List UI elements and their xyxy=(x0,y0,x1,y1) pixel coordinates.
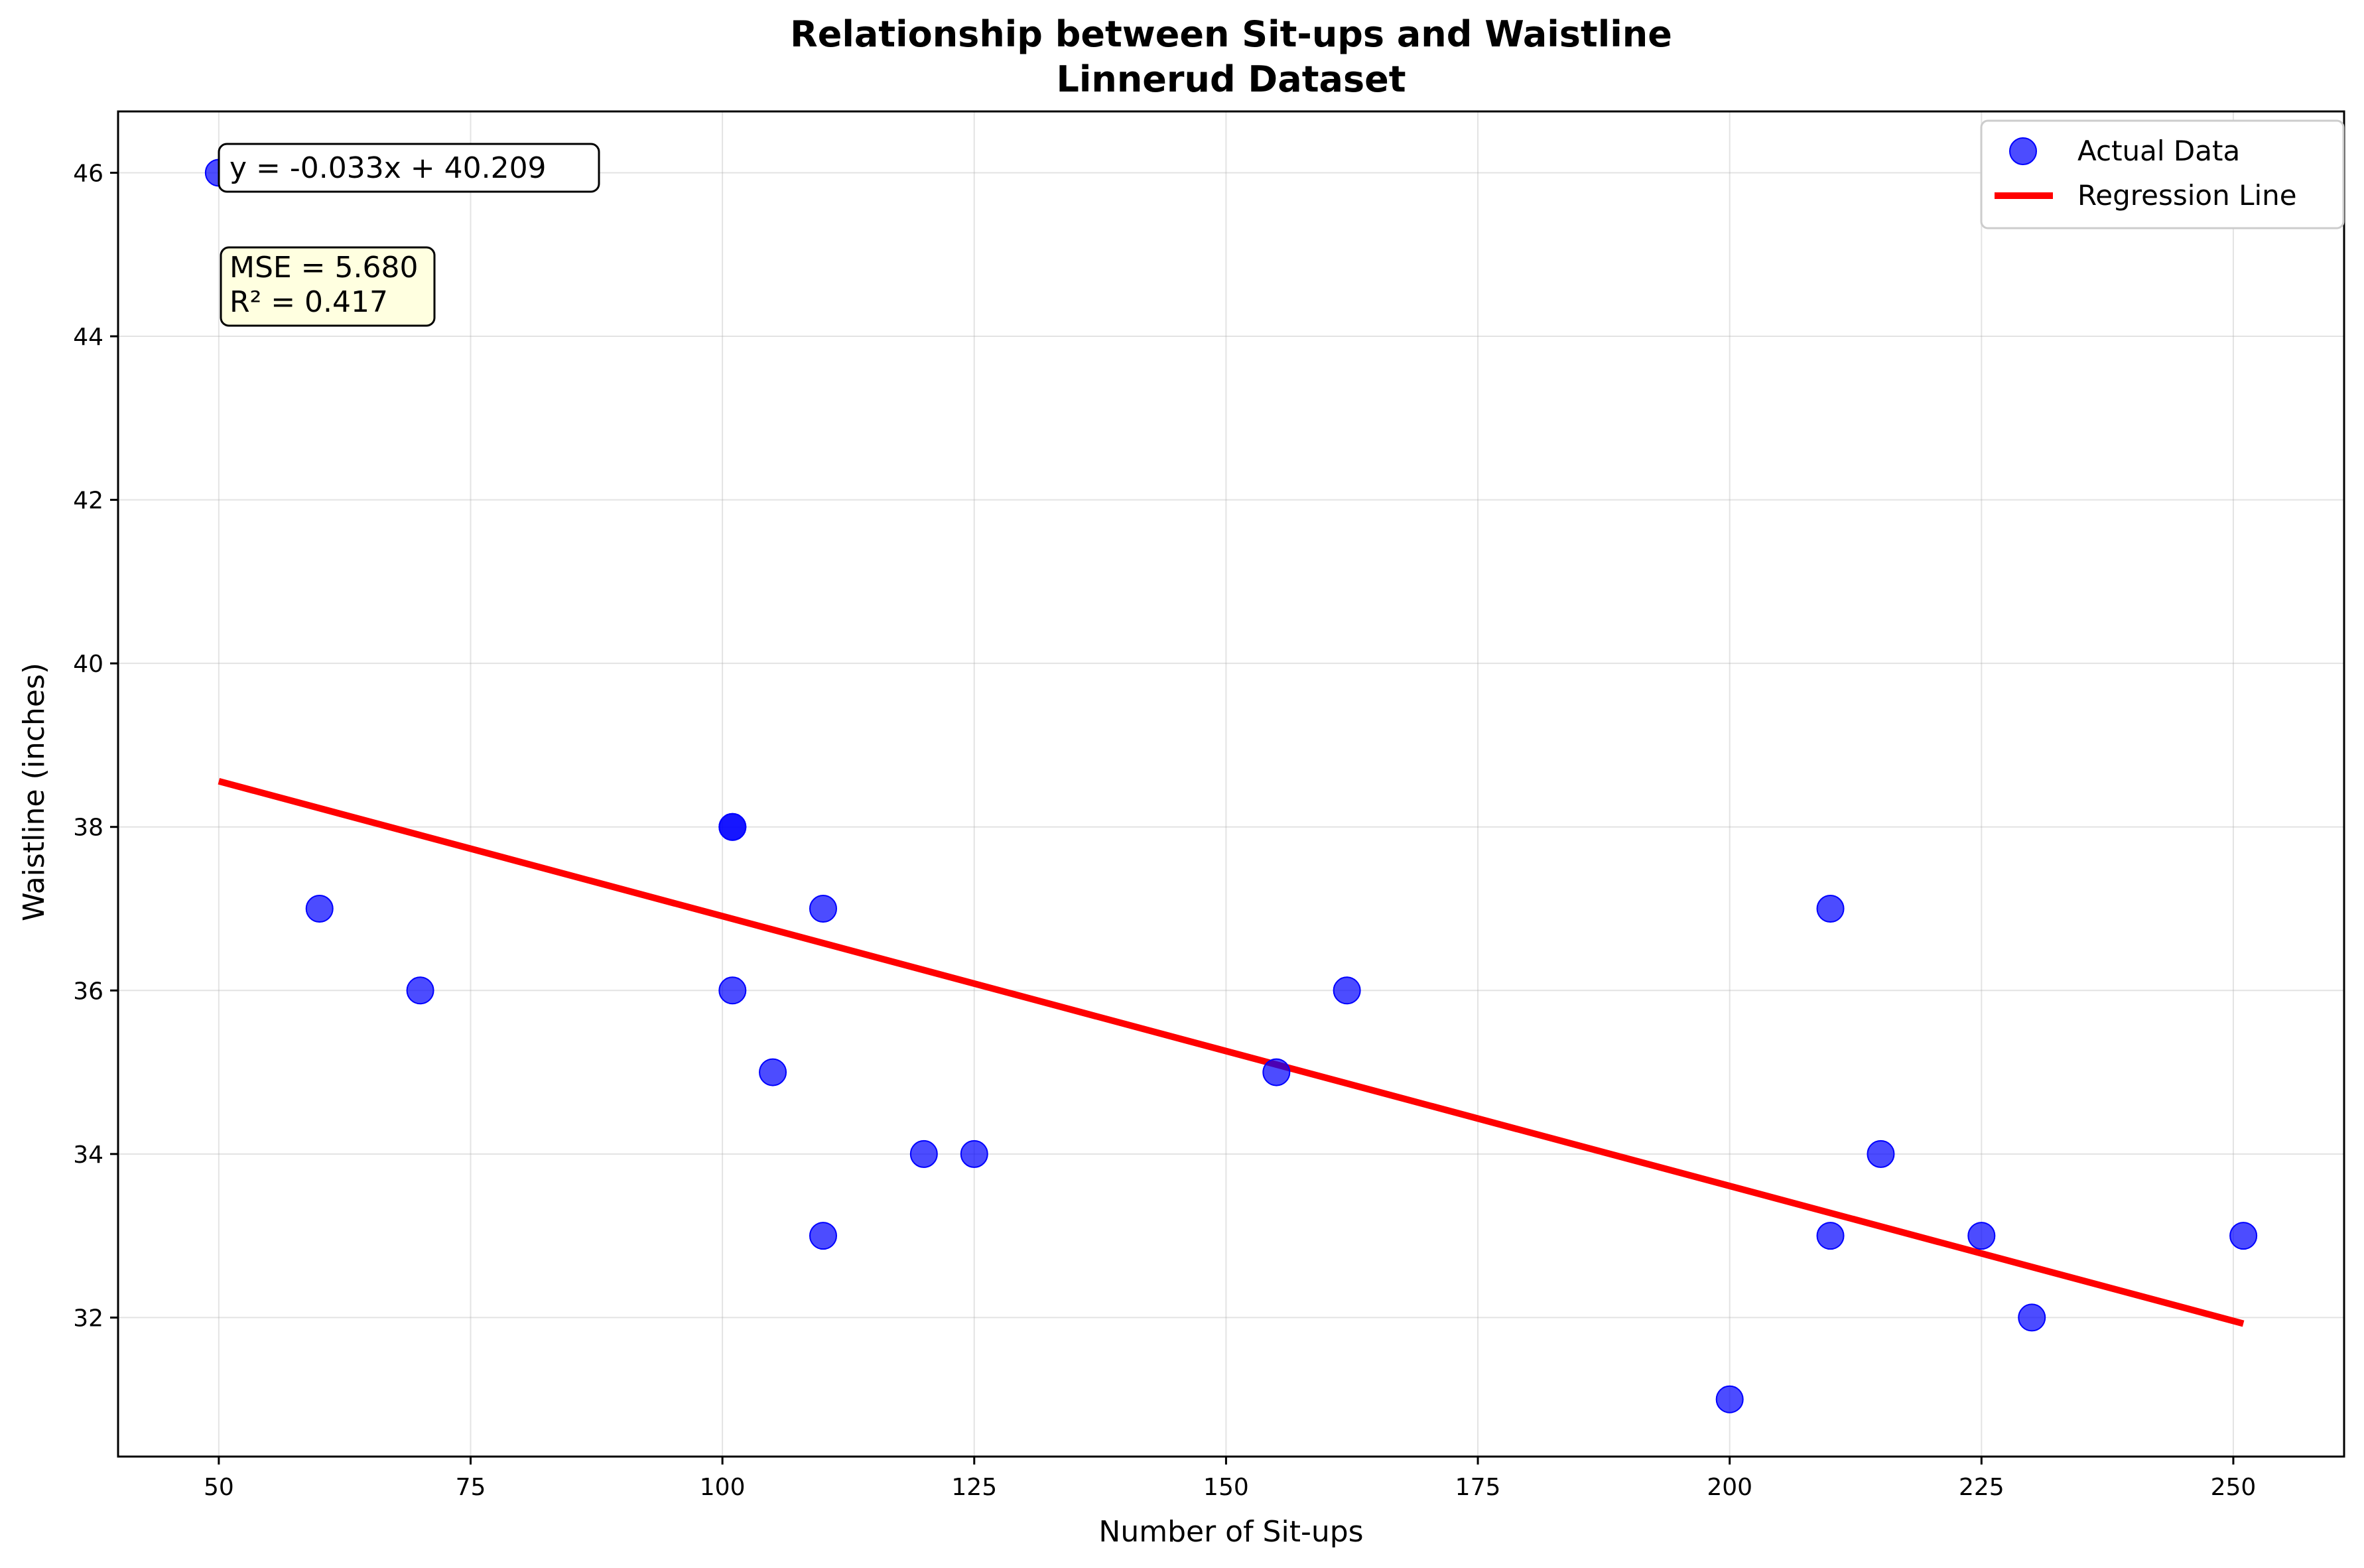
plot-frame xyxy=(117,110,2345,1458)
chart-subtitle: Linnerud Dataset xyxy=(1056,58,1406,100)
legend-box xyxy=(1980,119,2345,229)
y-tick-label: 42 xyxy=(73,488,103,515)
x-tick-label: 125 xyxy=(951,1474,997,1501)
legend-marker-actual-data xyxy=(2009,137,2037,165)
x-tick-label: 100 xyxy=(700,1474,746,1501)
x-tick-label: 200 xyxy=(1707,1474,1752,1501)
data-point xyxy=(1262,1058,1291,1086)
y-tick-label: 38 xyxy=(73,815,103,842)
y-tick-label: 40 xyxy=(73,651,103,678)
data-point xyxy=(1715,1385,1744,1413)
legend-label-actual-data: Actual Data xyxy=(2077,135,2240,167)
x-axis-label: Number of Sit-ups xyxy=(1098,1515,1363,1549)
legend: Actual Data Regression Line xyxy=(1980,119,2345,229)
x-tick-label: 150 xyxy=(1203,1474,1249,1501)
data-point xyxy=(2229,1222,2258,1250)
x-tick-label: 50 xyxy=(204,1474,234,1501)
data-point xyxy=(406,976,434,1005)
data-point xyxy=(1967,1222,1996,1250)
points-layer xyxy=(204,159,2258,1413)
data-point xyxy=(809,1222,837,1250)
data-point xyxy=(1816,895,1845,923)
stats-annotation: MSE = 5.680 R² = 0.417 xyxy=(220,246,436,327)
data-point xyxy=(809,895,837,923)
y-tick-label: 46 xyxy=(73,160,103,187)
stats-box xyxy=(220,246,436,327)
data-point xyxy=(1816,1222,1845,1250)
legend-label-regression-line: Regression Line xyxy=(2077,179,2297,212)
data-point xyxy=(1867,1140,1895,1168)
data-point xyxy=(759,1058,787,1086)
x-tick-label: 225 xyxy=(1959,1474,2004,1501)
data-point xyxy=(960,1140,988,1168)
y-tick-label: 32 xyxy=(73,1305,103,1332)
regression-layer xyxy=(218,777,2245,1327)
y-axis-label: Waistline (inches) xyxy=(17,663,51,921)
y-tick-label: 34 xyxy=(73,1142,103,1169)
grid-layer xyxy=(118,111,2344,1457)
equation-text: y = -0.033x + 40.209 xyxy=(230,151,547,185)
regression-line xyxy=(218,777,2245,1327)
x-tick-label: 75 xyxy=(456,1474,486,1501)
axes-layer: 50 75 100 125 150 175 200 225 250 32 34 36 38 40 42 44 4… xyxy=(73,110,2345,1501)
chart-title: Relationship between Sit-ups and Waistli… xyxy=(790,13,1672,55)
equation-annotation: y = -0.033x + 40.209 xyxy=(218,143,600,193)
r2-text: R² = 0.417 xyxy=(230,285,388,319)
data-point xyxy=(718,813,747,841)
equation-box xyxy=(218,143,600,193)
data-point xyxy=(718,976,747,1005)
data-point xyxy=(2018,1303,2046,1332)
data-point xyxy=(1333,976,1361,1005)
y-tick-label: 44 xyxy=(73,324,103,351)
y-tick-label: 36 xyxy=(73,978,103,1005)
data-point xyxy=(305,895,334,923)
data-point xyxy=(909,1140,938,1168)
x-tick-label: 250 xyxy=(2211,1474,2257,1501)
mse-text: MSE = 5.680 xyxy=(230,251,419,285)
x-tick-label: 175 xyxy=(1455,1474,1501,1501)
